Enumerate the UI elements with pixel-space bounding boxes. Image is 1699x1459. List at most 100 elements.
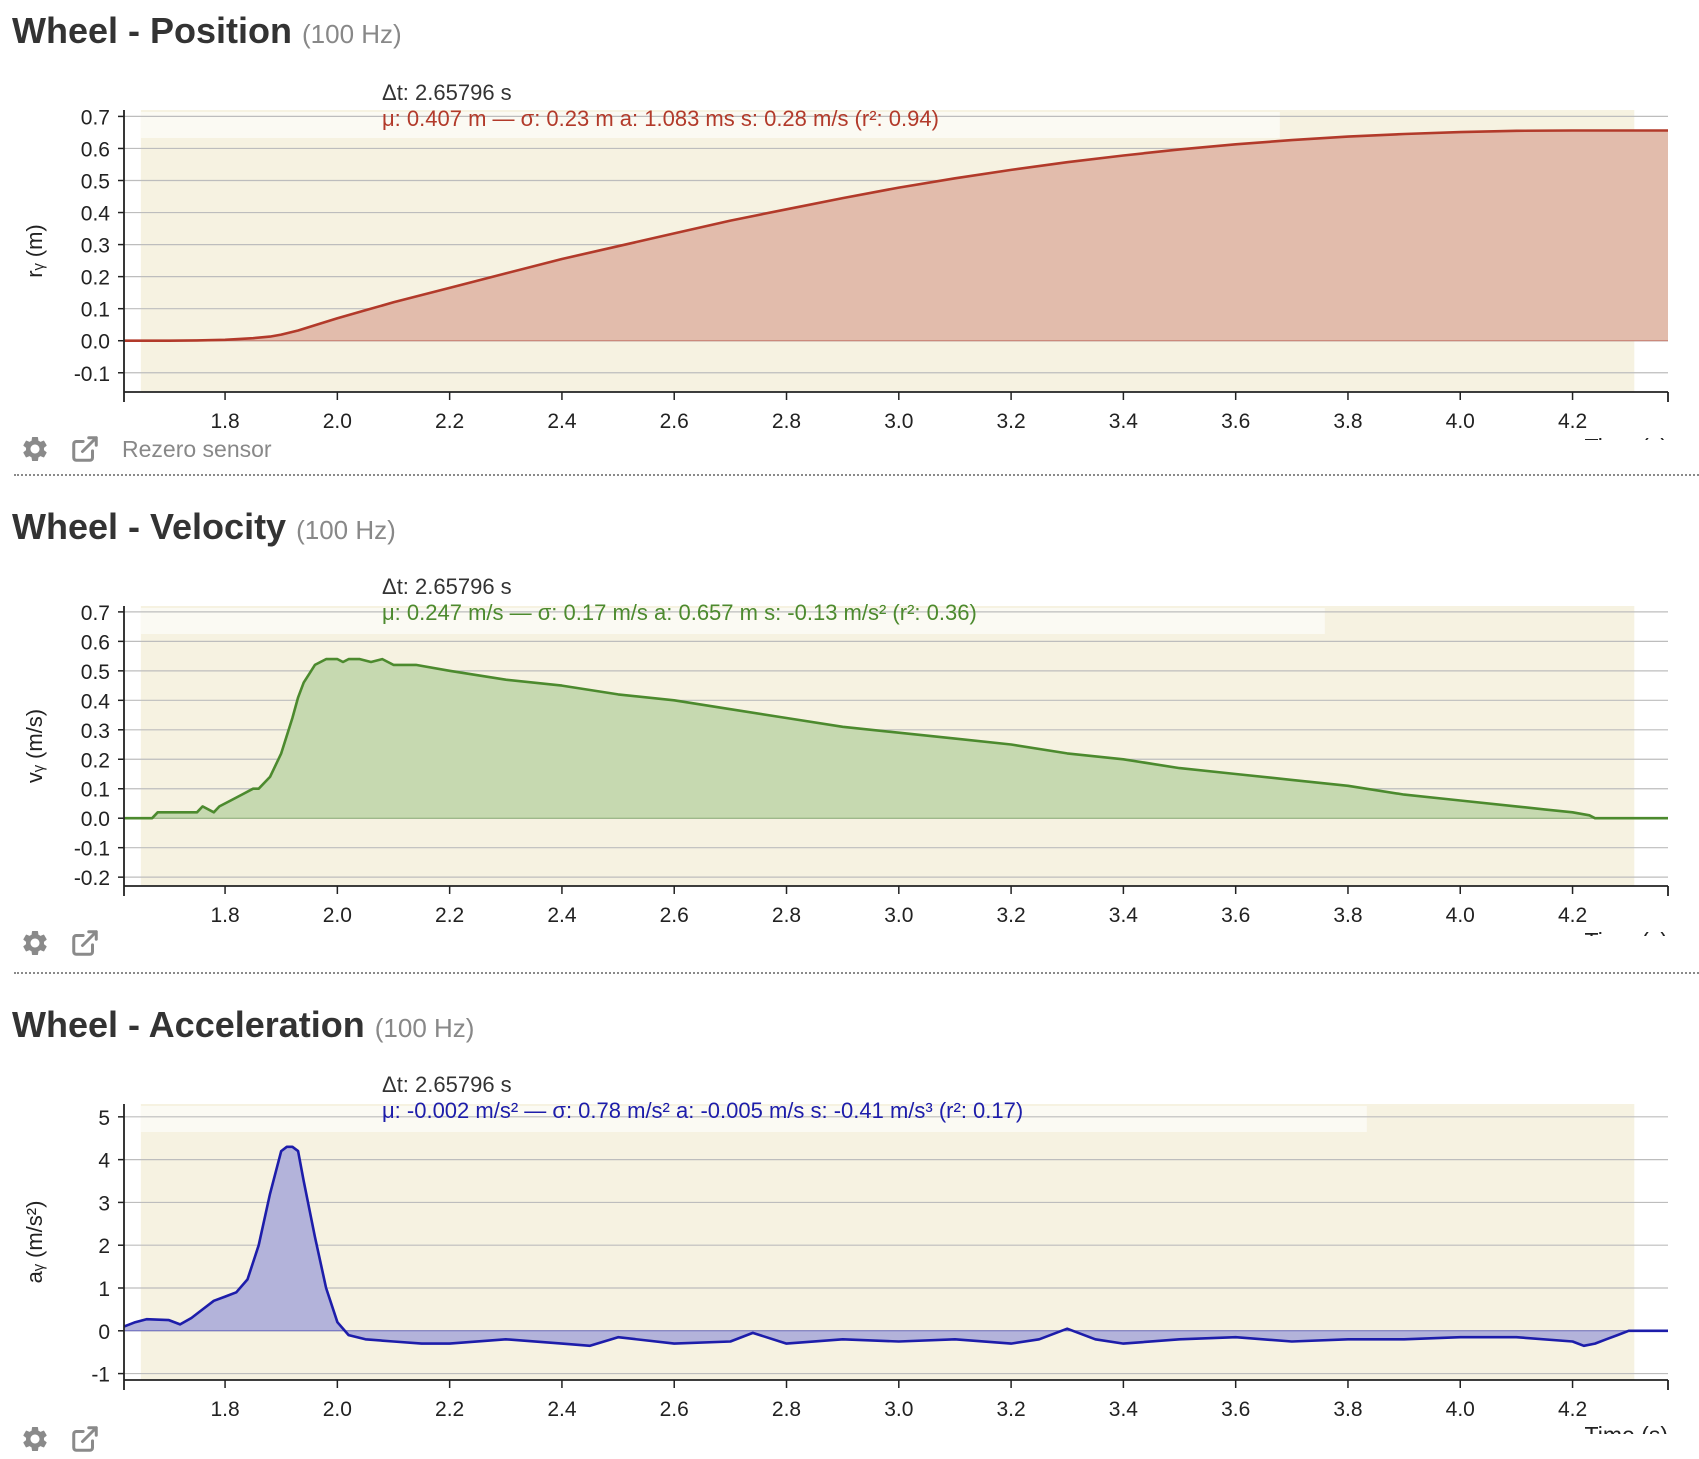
velocity-panel: Wheel - Velocity (100 Hz) 0.7 0.6 0.5 0.4 0.3…	[0, 496, 1699, 976]
x-tick-label: 2.6	[660, 1398, 689, 1421]
y-tick-label: 0	[98, 1321, 110, 1344]
series-area	[124, 130, 1668, 341]
external-link-icon[interactable]	[70, 434, 100, 464]
acceleration-chart[interactable]: 5 4 3 2 1 0 -1 1.8 2.0 2.2 2.4 2.6 2.8 3.0 3.2 3.4 3.6 3.…	[0, 994, 1699, 1434]
y-tick-label: 0.3	[81, 235, 110, 258]
y-tick-label: 0.2	[81, 749, 110, 772]
y-tick-label: 0.0	[81, 331, 110, 354]
x-tick-label: 1.8	[210, 410, 239, 433]
y-tick-label: 2	[98, 1235, 110, 1258]
x-axis-label: Time (s)	[1585, 928, 1668, 936]
rezero-sensor-button[interactable]: Rezero sensor	[122, 436, 272, 462]
external-link-icon[interactable]	[70, 928, 100, 958]
y-tick-label: -0.2	[74, 867, 110, 890]
velocity-chart[interactable]: 0.7 0.6 0.5 0.4 0.3 0.2 0.1 0.0 -0.1 -0.2 1.8 2.0 2.…	[0, 496, 1699, 936]
x-tick-label: 3.0	[884, 410, 913, 433]
series-line	[124, 129, 1668, 342]
y-tick-label: 5	[98, 1107, 110, 1130]
x-tick-label: 1.8	[210, 904, 239, 927]
external-link-icon[interactable]	[70, 1424, 100, 1454]
stats-dt: Δt: 2.65796 s	[382, 80, 512, 105]
y-tick-label: 1	[98, 1278, 110, 1301]
x-tick-label: 2.8	[772, 410, 801, 433]
x-tick-label: 2.0	[323, 904, 352, 927]
y-tick-label: 0.7	[81, 106, 110, 129]
x-tick-label: 3.8	[1333, 1398, 1362, 1421]
x-tick-label: 3.0	[884, 1398, 913, 1421]
x-tick-label: 2.2	[435, 1398, 464, 1421]
x-tick-label: 4.0	[1446, 904, 1475, 927]
sample-rate: (100 Hz)	[374, 1013, 475, 1043]
x-tick-label: 4.2	[1558, 410, 1587, 433]
x-tick-label: 2.6	[660, 410, 689, 433]
acceleration-panel: Wheel - Acceleration (100 Hz) 5 4 3 2 1 0 -1 1.8…	[0, 994, 1699, 1454]
x-axis-label: Time (s)	[1585, 434, 1668, 440]
series-line	[124, 657, 1668, 820]
x-tick-label: 2.0	[323, 410, 352, 433]
y-tick-label: -0.1	[74, 363, 110, 386]
y-tick-label: 0.1	[81, 299, 110, 322]
gear-icon[interactable]	[20, 928, 50, 958]
panel-separator	[14, 474, 1699, 476]
y-tick-label: 0.4	[81, 203, 111, 226]
x-tick-label: 3.8	[1333, 410, 1362, 433]
x-tick-label: 2.4	[547, 410, 577, 433]
y-tick-label: 0.1	[81, 779, 110, 802]
sample-rate: (100 Hz)	[296, 515, 396, 545]
panel-title: Wheel - Velocity (100 Hz)	[12, 506, 396, 548]
x-tick-label: 2.2	[435, 410, 464, 433]
y-tick-label: 0.2	[81, 267, 110, 290]
x-tick-label: 3.4	[1109, 904, 1139, 927]
sample-rate: (100 Hz)	[302, 19, 402, 49]
x-tick-label: 2.6	[660, 904, 689, 927]
position-chart[interactable]: 0.7 0.6 0.5 0.4 0.3 0.2 0.1 0.0 -0.1 1.8 2.0 2.2 2.4…	[0, 0, 1699, 440]
x-tick-label: 2.4	[547, 904, 577, 927]
y-tick-label: 3	[98, 1192, 110, 1215]
y-axis-label: rᵧ (m)	[22, 224, 47, 278]
stats-summary: μ: 0.407 m — σ: 0.23 m a: 1.083 ms s: 0.…	[382, 106, 939, 131]
y-tick-label: 0.5	[81, 661, 110, 684]
x-tick-label: 3.2	[996, 1398, 1025, 1421]
x-tick-label: 4.0	[1446, 1398, 1475, 1421]
x-tick-label: 4.2	[1558, 904, 1587, 927]
panel-title-text: Wheel - Velocity	[12, 506, 287, 547]
x-tick-label: 3.6	[1221, 1398, 1250, 1421]
panel-title-text: Wheel - Position	[12, 10, 293, 51]
x-tick-label: 4.0	[1446, 410, 1475, 433]
x-tick-label: 3.0	[884, 904, 913, 927]
stats-dt: Δt: 2.65796 s	[382, 1072, 512, 1097]
y-tick-label: 0.7	[81, 602, 110, 625]
panel-title-text: Wheel - Acceleration	[12, 1004, 365, 1045]
y-tick-label: 0.5	[81, 171, 110, 194]
series-area	[124, 659, 1668, 819]
x-tick-label: 3.4	[1109, 1398, 1139, 1421]
x-tick-label: 3.6	[1221, 410, 1250, 433]
y-tick-label: -1	[91, 1364, 110, 1387]
x-tick-label: 2.8	[772, 1398, 801, 1421]
panel-separator	[14, 972, 1699, 974]
y-tick-label: 0.6	[81, 138, 110, 161]
y-tick-label: 4	[98, 1150, 110, 1173]
gear-icon[interactable]	[20, 1424, 50, 1454]
x-tick-label: 3.8	[1333, 904, 1362, 927]
y-axis-label: vᵧ (m/s)	[22, 709, 47, 783]
stats-dt: Δt: 2.65796 s	[382, 574, 512, 599]
series-line	[123, 1145, 1668, 1348]
stats-box	[140, 1106, 1367, 1132]
x-tick-label: 3.6	[1221, 904, 1250, 927]
stats-summary: μ: 0.247 m/s — σ: 0.17 m/s a: 0.657 m s:…	[382, 600, 977, 625]
gear-icon[interactable]	[20, 434, 50, 464]
x-tick-label: 2.0	[323, 1398, 352, 1421]
y-axis-label: aᵧ (m/s²)	[22, 1201, 47, 1284]
x-tick-label: 2.2	[435, 904, 464, 927]
x-tick-label: 3.2	[996, 904, 1025, 927]
y-tick-label: 0.4	[81, 690, 111, 713]
x-tick-label: 2.8	[772, 904, 801, 927]
x-tick-label: 4.2	[1558, 1398, 1587, 1421]
y-tick-label: 0.6	[81, 631, 110, 654]
position-panel: Wheel - Position (100 Hz) 0.7 0.6 0.5 0.4 0.3…	[0, 0, 1699, 462]
panel-title: Wheel - Acceleration (100 Hz)	[12, 1004, 474, 1046]
x-tick-label: 3.2	[996, 410, 1025, 433]
y-tick-label: -0.1	[74, 838, 110, 861]
y-tick-label: 0.3	[81, 720, 110, 743]
